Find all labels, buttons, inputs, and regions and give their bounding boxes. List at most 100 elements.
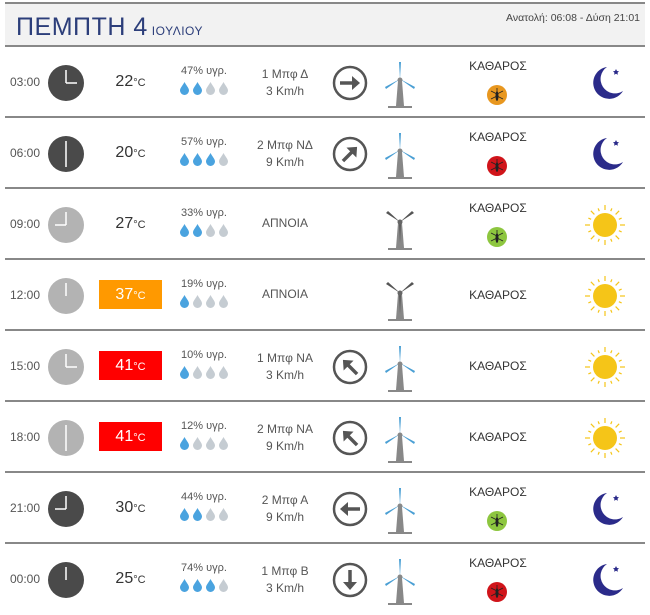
day-header: ΠΕΜΠΤΗ 4 ΙΟΥΛΙΟΥ Ανατολή: 06:08 - Δύση 21… — [5, 2, 645, 47]
temperature-unit: °C — [133, 290, 146, 302]
humidity-drop-icon — [192, 224, 203, 240]
mosquito-icon — [487, 227, 507, 247]
wind-turbine-icon — [383, 345, 417, 393]
time-label: 21:00 — [10, 501, 41, 515]
wind-beaufort: ΑΠΝΟΙΑ — [261, 216, 308, 230]
wind-speed: 3 Km/h — [265, 581, 304, 595]
moon-icon — [585, 134, 625, 174]
humidity-drop-icon — [205, 295, 216, 311]
humidity: 74% υγρ. — [175, 562, 233, 595]
humidity-drop-icon — [192, 82, 203, 98]
humidity-drop-icon — [179, 437, 190, 453]
sky-condition: ΚΑΘΑΡΟΣ — [469, 485, 527, 499]
time-label: 09:00 — [10, 217, 41, 231]
temperature: 41°C — [99, 422, 162, 451]
time-label: 00:00 — [10, 572, 41, 586]
humidity-drop-icon — [205, 366, 216, 382]
temperature-unit: °C — [133, 219, 146, 231]
moon-icon — [585, 63, 625, 103]
sky-condition: ΚΑΘΑΡΟΣ — [469, 201, 527, 215]
wind-beaufort: 2 Μπφ ΝΑ — [257, 422, 313, 436]
humidity-drop-icon — [218, 224, 229, 240]
humidity-drop-icon — [205, 437, 216, 453]
clock-icon — [48, 349, 84, 385]
wind: 2 Μπφ Α 9 Km/h — [245, 492, 325, 526]
humidity-drop-icon — [205, 224, 216, 240]
wind-beaufort: 1 Μπφ ΝΑ — [257, 351, 313, 365]
humidity: 33% υγρ. — [175, 207, 233, 240]
humidity-drop-icon — [192, 366, 203, 382]
mosquito-icon — [487, 582, 507, 602]
forecast-row: 21:00 30°C 44% υγρ. 2 Μπφ Α 9 Km/h ΚΑΘΑΡΟΣ — [5, 473, 645, 544]
temperature: 30°C — [99, 493, 162, 522]
clock-icon — [48, 207, 84, 243]
forecast-row: 06:00 20°C 57% υγρ. 2 Μπφ ΝΔ 9 Km/h ΚΑΘΑΡΟ… — [5, 118, 645, 189]
day-label: ΠΕΜΠΤΗ 4 — [16, 13, 148, 41]
humidity-drop-icon — [218, 295, 229, 311]
humidity-drop-icon — [179, 366, 190, 382]
forecast-row: 03:00 22°C 47% υγρ. 1 Μπφ Δ 3 Km/h ΚΑΘΑΡΟΣ — [5, 47, 645, 118]
wind-speed: 9 Km/h — [265, 155, 304, 169]
humidity: 57% υγρ. — [175, 136, 233, 169]
temperature-value: 22 — [115, 73, 134, 90]
sunrise-sunset: Ανατολή: 06:08 - Δύση 21:01 — [506, 12, 640, 24]
temperature-value: 41 — [115, 357, 134, 374]
clock-icon — [48, 562, 84, 598]
wind-direction-arrow-icon — [332, 65, 368, 101]
temperature-value: 41 — [115, 428, 134, 445]
humidity-drop-icon — [205, 82, 216, 98]
wind-beaufort: 2 Μπφ ΝΔ — [257, 138, 313, 152]
wind-beaufort: 1 Μπφ Β — [261, 564, 309, 578]
sun-icon — [585, 205, 625, 245]
temperature-value: 37 — [115, 286, 134, 303]
temperature: 37°C — [99, 280, 162, 309]
wind-direction-arrow-icon — [332, 349, 368, 385]
humidity-label: 44% υγρ. — [181, 491, 227, 503]
wind-beaufort: ΑΠΝΟΙΑ — [261, 287, 308, 301]
humidity-drop-icon — [179, 508, 190, 524]
wind-turbine-icon — [383, 558, 417, 606]
humidity-drop-icon — [192, 579, 203, 595]
clock-icon — [48, 491, 84, 527]
wind-turbine-icon — [383, 487, 417, 535]
temperature: 20°C — [99, 138, 162, 167]
time-label: 03:00 — [10, 75, 41, 89]
wind-turbine-icon — [383, 61, 417, 109]
humidity: 10% υγρ. — [175, 349, 233, 382]
wind: ΑΠΝΟΙΑ — [245, 215, 325, 232]
wind-beaufort: 2 Μπφ Α — [261, 493, 309, 507]
time-label: 06:00 — [10, 146, 41, 160]
humidity-label: 74% υγρ. — [181, 562, 227, 574]
wind-direction-arrow-icon — [332, 562, 368, 598]
humidity-label: 47% υγρ. — [181, 65, 227, 77]
humidity: 47% υγρ. — [175, 65, 233, 98]
wind: 1 Μπφ Δ 3 Km/h — [245, 66, 325, 100]
humidity-drop-icon — [192, 153, 203, 169]
time-label: 12:00 — [10, 288, 41, 302]
temperature: 41°C — [99, 351, 162, 380]
wind-direction-arrow-icon — [332, 491, 368, 527]
humidity: 19% υγρ. — [175, 278, 233, 311]
humidity-drop-icon — [218, 579, 229, 595]
sky-condition: ΚΑΘΑΡΟΣ — [469, 130, 527, 144]
wind-turbine-icon — [383, 132, 417, 180]
moon-icon — [585, 489, 625, 529]
clock-icon — [48, 136, 84, 172]
sky-condition: ΚΑΘΑΡΟΣ — [469, 59, 527, 73]
temperature-value: 27 — [115, 215, 134, 232]
sun-icon — [585, 418, 625, 458]
humidity: 44% υγρ. — [175, 491, 233, 524]
temperature-unit: °C — [133, 77, 146, 89]
clock-icon — [48, 65, 84, 101]
wind-turbine-icon — [383, 274, 417, 322]
humidity-drop-icon — [179, 224, 190, 240]
wind: 2 Μπφ ΝΔ 9 Km/h — [245, 137, 325, 171]
temperature: 27°C — [99, 209, 162, 238]
temperature-unit: °C — [133, 503, 146, 515]
humidity-drop-icon — [218, 437, 229, 453]
month-label: ΙΟΥΛΙΟΥ — [151, 24, 203, 38]
humidity-drop-icon — [218, 366, 229, 382]
mosquito-icon — [487, 511, 507, 531]
temperature-value: 30 — [115, 499, 134, 516]
humidity-drop-icon — [218, 153, 229, 169]
